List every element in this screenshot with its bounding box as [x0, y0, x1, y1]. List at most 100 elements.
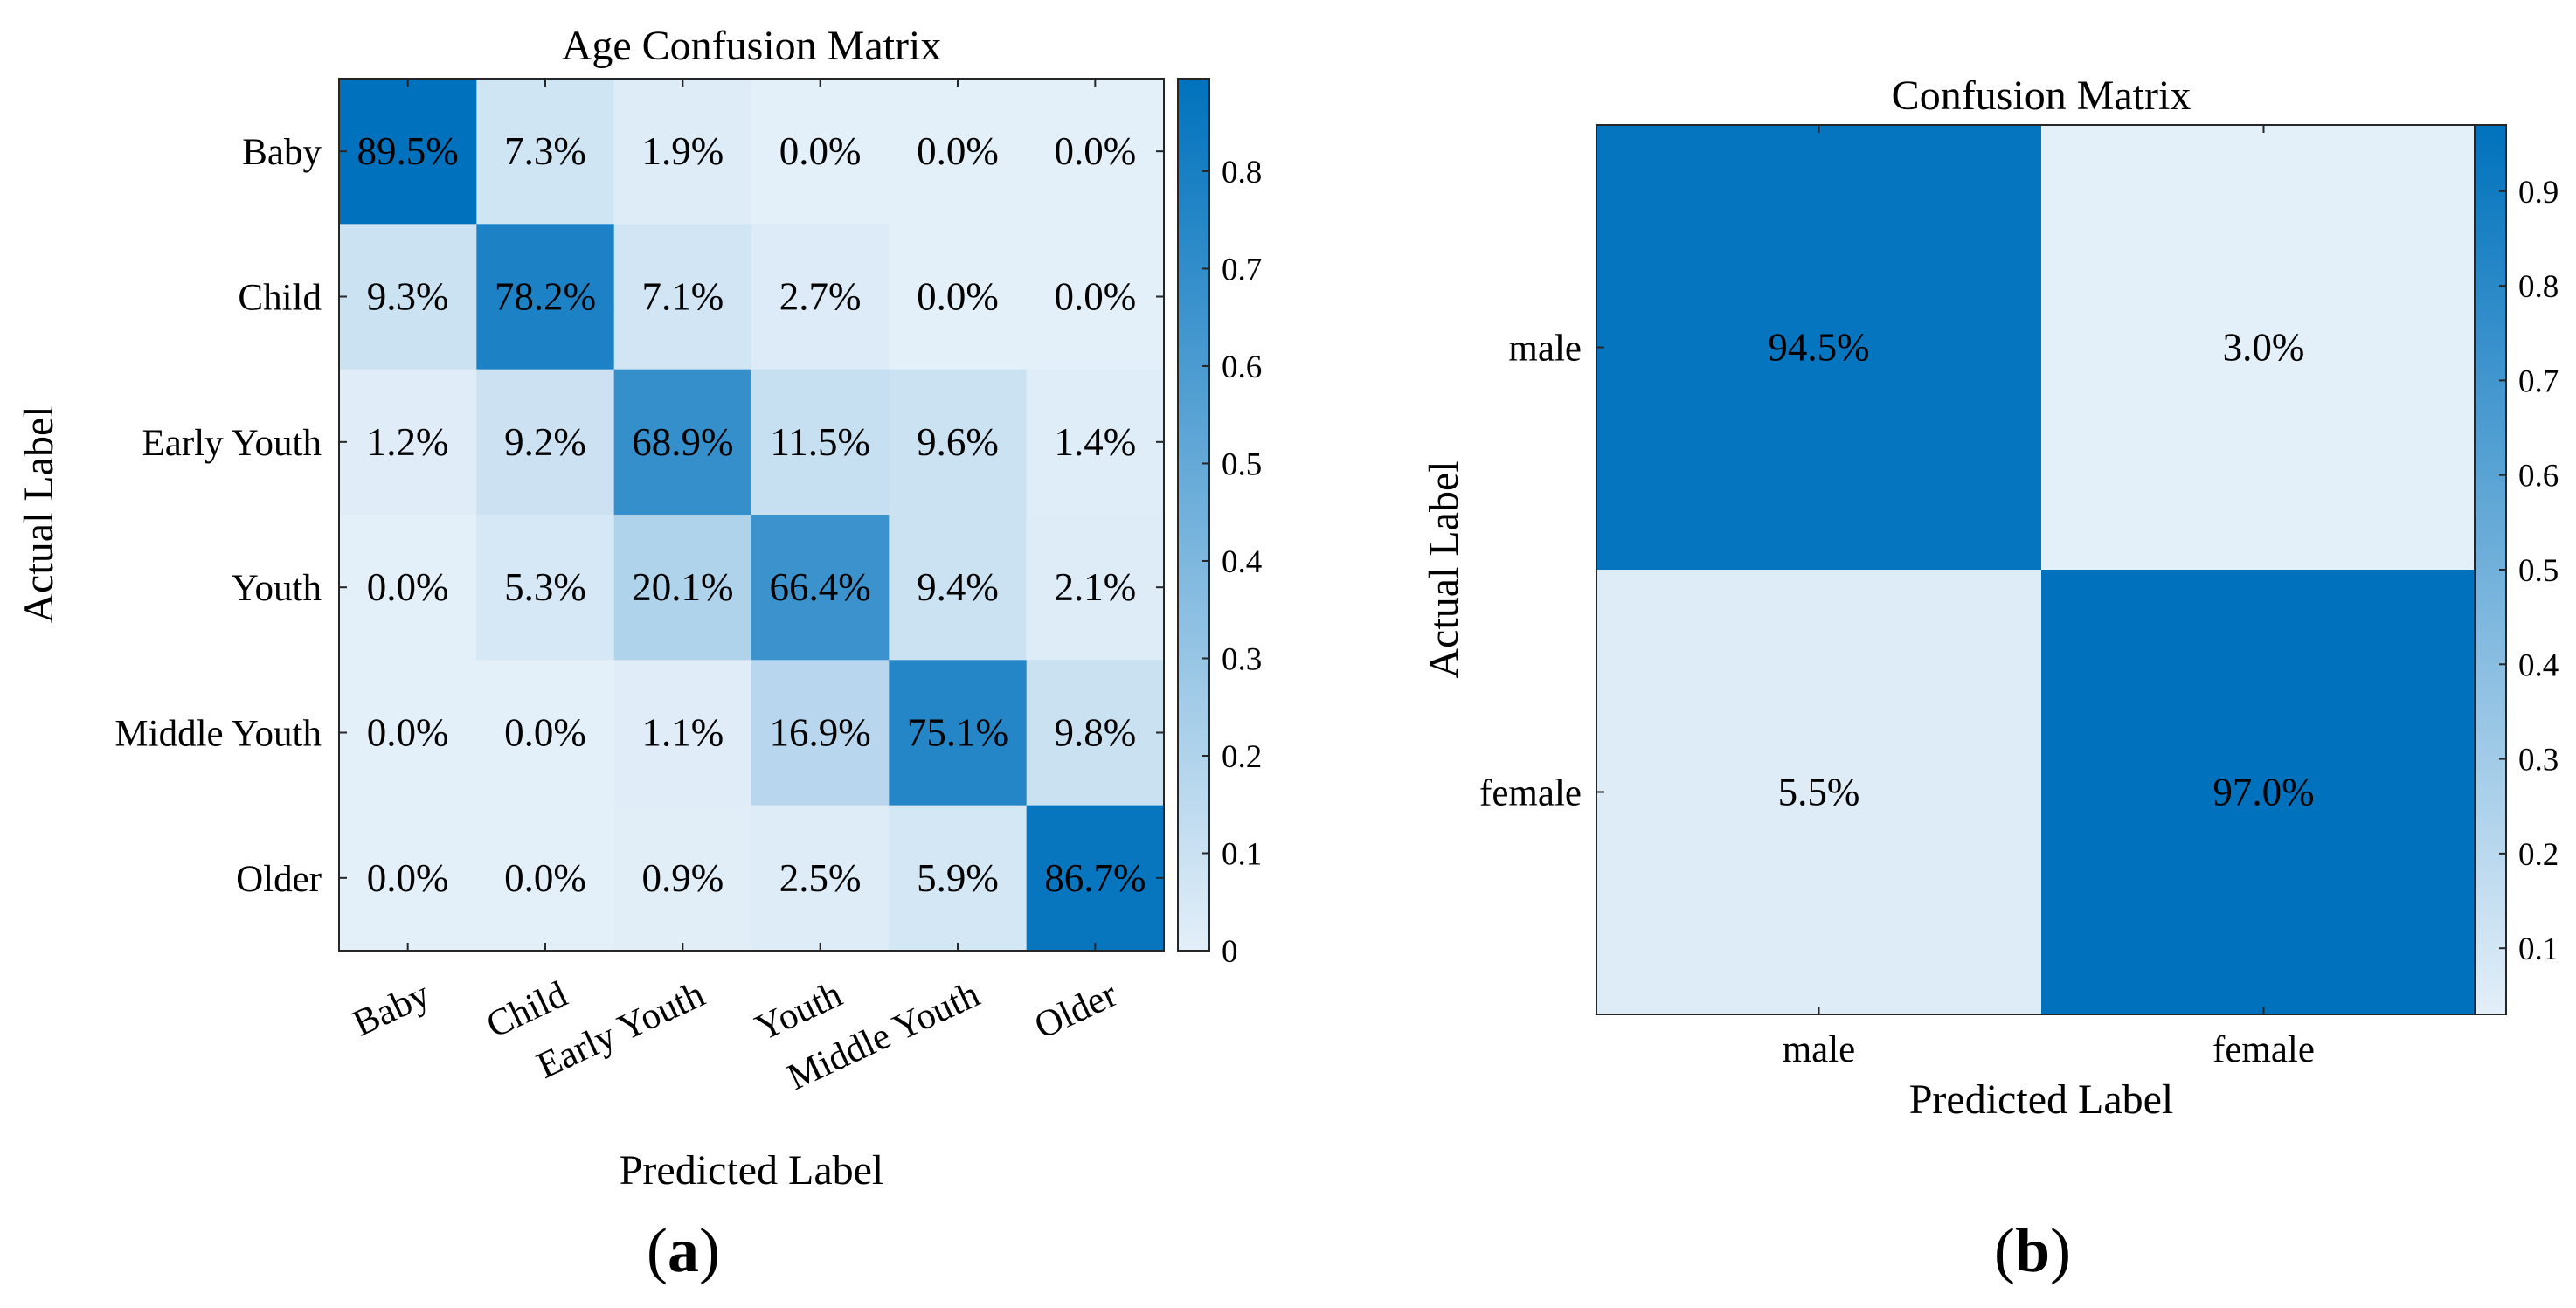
age-cell-r2-c2	[613, 369, 752, 516]
age-cell-label: 0.0%	[1054, 275, 1136, 319]
age-cell-r0-c0	[339, 79, 477, 225]
age-cell-r3-c1	[476, 515, 615, 661]
gender-colorbar-tick-label: 0.2	[2518, 837, 2559, 873]
age-cell-label: 20.1%	[632, 565, 733, 609]
age-colorbar-tick-label: 0.5	[1222, 446, 1262, 482]
age-cell-label: 78.2%	[495, 275, 596, 319]
age-cell-label: 7.1%	[641, 275, 724, 319]
age-cell-label: 0.0%	[917, 129, 999, 173]
age-chart-title: Age Confusion Matrix	[562, 23, 942, 69]
age-cell-label: 0.0%	[917, 275, 999, 319]
age-cell-r4-c4	[889, 660, 1028, 806]
age-cell-r1-c2	[613, 224, 752, 370]
gender-x-axis-label: Predicted Label	[1909, 1076, 2174, 1123]
age-cell-r2-c1	[476, 369, 615, 516]
age-colorbar-tick-label: 0	[1222, 934, 1238, 970]
age-y-tick-label: Early Youth	[142, 423, 322, 464]
age-cell-label: 89.5%	[357, 129, 459, 173]
age-cell-r4-c2	[613, 660, 752, 806]
gender-chart-title: Confusion Matrix	[1892, 73, 2192, 119]
age-cell-r1-c4	[889, 224, 1028, 370]
gender-y-tick-label: male	[1508, 329, 1582, 370]
age-cell-r3-c5	[1026, 515, 1165, 661]
age-cell-label: 0.0%	[504, 856, 586, 900]
age-cell-label: 1.1%	[641, 711, 724, 755]
age-y-tick-label: Older	[236, 859, 322, 900]
age-y-tick-label: Youth	[232, 568, 322, 609]
age-cell-r4-c5	[1026, 660, 1165, 806]
gender-confusion-chart: Confusion Matrix 94.5% 3.0% 5.5% 97.0% male fe…	[1421, 73, 2559, 1285]
age-y-tick-label: Middle Youth	[114, 714, 322, 755]
age-colorbar	[1177, 78, 1210, 952]
age-panel-label: (a)	[647, 1215, 720, 1285]
age-cell-r5-c5	[1026, 805, 1165, 952]
age-cell-label: 0.0%	[504, 711, 586, 755]
age-cell-r0-c1	[476, 79, 615, 225]
age-cell-r3-c3	[751, 515, 890, 661]
age-y-tick-label: Child	[238, 278, 322, 319]
age-cell-label: 2.1%	[1054, 565, 1136, 609]
age-cell-r3-c2	[613, 515, 752, 661]
gender-cell-r0-c0	[1596, 125, 2042, 571]
gender-colorbar-tick-label: 0.6	[2518, 459, 2559, 495]
age-cell-r0-c5	[1026, 79, 1165, 225]
gender-y-tick-label: female	[1479, 773, 1582, 814]
gender-cell-label: 94.5%	[1768, 326, 1869, 370]
age-cell-label: 9.6%	[917, 420, 999, 464]
age-cell-r5-c0	[339, 805, 477, 952]
age-cell-r1-c3	[751, 224, 890, 370]
age-cell-r4-c1	[476, 660, 615, 806]
age-cell-label: 0.0%	[367, 856, 449, 900]
age-cell-label: 0.0%	[367, 711, 449, 755]
age-cell-r5-c1	[476, 805, 615, 952]
age-cell-label: 7.3%	[504, 129, 586, 173]
age-cell-label: 1.9%	[641, 129, 724, 173]
age-colorbar-tick-label: 0.2	[1222, 739, 1262, 775]
age-colorbar-tick-label: 0.8	[1222, 155, 1262, 190]
age-colorbar-tick-label: 0.7	[1222, 252, 1262, 287]
gender-panel-label: (b)	[1994, 1215, 2071, 1285]
age-cell-r5-c4	[889, 805, 1028, 952]
age-cell-r5-c3	[751, 805, 890, 952]
gender-cell-r1-c1	[2041, 570, 2487, 1015]
age-cell-label: 5.9%	[917, 856, 999, 900]
gender-cell-r0-c1	[2041, 125, 2487, 571]
age-y-tick-label: Baby	[242, 132, 322, 173]
age-cell-label: 0.0%	[1054, 129, 1136, 173]
age-cell-r4-c3	[751, 660, 890, 806]
gender-colorbar-tick-label: 0.7	[2518, 363, 2559, 399]
gender-cell-r1-c0	[1596, 570, 2042, 1015]
age-cell-label: 11.5%	[770, 420, 870, 464]
age-confusion-chart: Age Confusion Matrix 89.5% 7.3% 1.9% 0.0% 0.0…	[16, 23, 1262, 1285]
age-cell-r3-c0	[339, 515, 477, 661]
gender-colorbar-tick-label: 0.4	[2518, 647, 2559, 683]
age-cell-r0-c2	[613, 79, 752, 225]
age-cell-r1-c1	[476, 224, 615, 370]
gender-colorbar-tick-label: 0.1	[2518, 931, 2559, 967]
age-cell-r1-c5	[1026, 224, 1165, 370]
age-cell-label: 9.3%	[367, 275, 449, 319]
gender-colorbar-tick-label: 0.9	[2518, 175, 2559, 211]
age-y-axis-label: Actual Label	[16, 405, 62, 623]
age-colorbar-tick-label: 0.6	[1222, 349, 1262, 385]
age-cell-label: 16.9%	[770, 711, 871, 755]
age-x-axis-label: Predicted Label	[620, 1147, 884, 1194]
age-x-tick-label: Older	[1028, 973, 1124, 1047]
age-cell-r2-c0	[339, 369, 477, 516]
age-cell-label: 9.2%	[504, 420, 586, 464]
age-cell-label: 75.1%	[907, 711, 1008, 755]
gender-x-tick-label: female	[2212, 1029, 2315, 1070]
age-cell-r0-c3	[751, 79, 890, 225]
age-cell-r3-c4	[889, 515, 1028, 661]
age-colorbar-tick-label: 0.3	[1222, 641, 1262, 677]
age-cell-label: 1.4%	[1054, 420, 1136, 464]
age-cell-r5-c2	[613, 805, 752, 952]
age-cell-label: 1.2%	[367, 420, 449, 464]
age-cell-label: 0.9%	[641, 856, 724, 900]
age-cell-label: 0.0%	[779, 129, 862, 173]
age-cell-label: 9.8%	[1054, 711, 1136, 755]
gender-cell-label: 97.0%	[2212, 771, 2314, 814]
gender-y-axis-label: Actual Label	[1421, 460, 1467, 678]
gender-colorbar-tick-label: 0.5	[2518, 553, 2559, 589]
